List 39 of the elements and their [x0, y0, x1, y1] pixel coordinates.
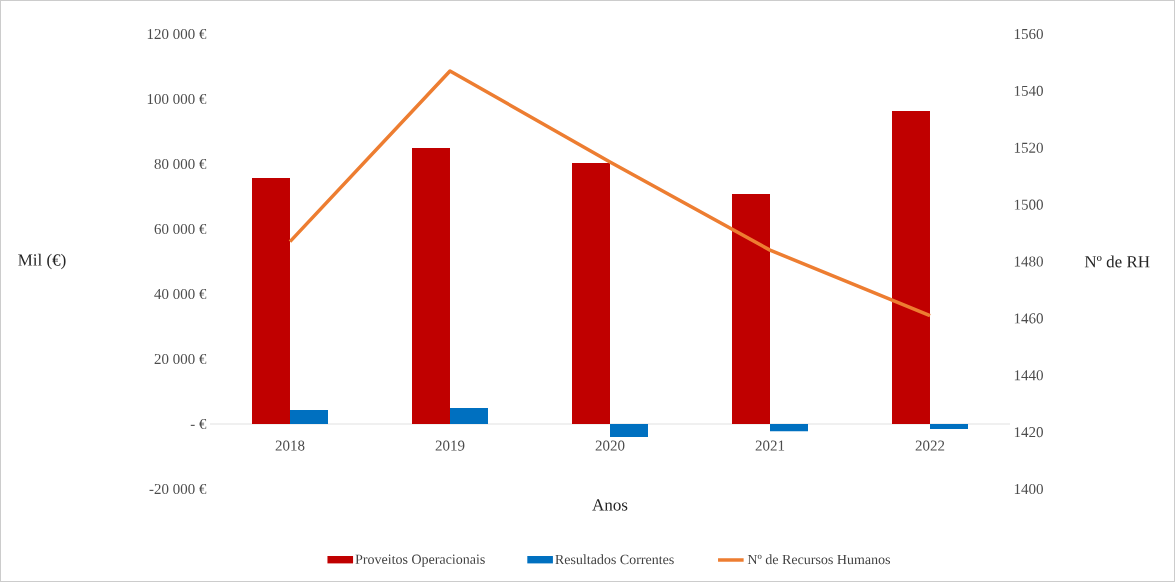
- y-tick-label: 120 000 €: [147, 28, 207, 40]
- y2-tick-label: 1520: [1014, 142, 1043, 153]
- x-tick-label: 2018: [275, 440, 305, 451]
- bar: [252, 177, 290, 424]
- bar: [930, 424, 968, 429]
- y-tick-label: -20 000 €: [149, 483, 207, 495]
- x-tick-label: 2022: [915, 440, 945, 451]
- bar: [892, 111, 930, 424]
- bar: [290, 410, 328, 424]
- legend-label: Resultados Correntes: [555, 554, 674, 565]
- y-tick-label: 80 000 €: [154, 158, 207, 170]
- x-tick-label: 2020: [595, 440, 625, 451]
- legend-label: Proveitos Operacionais: [355, 554, 485, 567]
- bar: [572, 163, 610, 424]
- y-tick-label: 40 000 €: [154, 288, 207, 300]
- bar: [412, 148, 450, 424]
- x-axis-title: Anos: [592, 499, 628, 511]
- y2-tick-label: 1460: [1014, 313, 1043, 324]
- y2-axis-title: Nº de RH: [1084, 255, 1150, 268]
- y-tick-label: - €: [190, 418, 207, 430]
- line-series: [288, 69, 932, 318]
- y-axis-title: Mil (€): [18, 253, 66, 270]
- x-tick-label: 2019: [435, 440, 465, 451]
- bar: [770, 424, 808, 432]
- y2-tick-label: 1560: [1014, 28, 1043, 40]
- y-tick-label: 60 000 €: [154, 223, 207, 235]
- y2-tick-label: 1500: [1014, 199, 1043, 210]
- y2-tick-label: 1420: [1014, 427, 1043, 438]
- y2-tick-label: 1400: [1014, 483, 1043, 495]
- y2-tick-label: 1440: [1014, 370, 1043, 381]
- legend-label: Nº de Recursos Humanos: [747, 554, 891, 565]
- y-tick-label: 100 000 €: [147, 93, 207, 105]
- y2-tick-label: 1480: [1014, 256, 1043, 267]
- bar: [732, 193, 770, 424]
- bar: [450, 408, 488, 424]
- y-tick-label: 20 000 €: [154, 353, 207, 365]
- bar: [610, 424, 648, 437]
- y2-tick-label: 1540: [1014, 85, 1043, 96]
- x-tick-label: 2021: [755, 440, 785, 451]
